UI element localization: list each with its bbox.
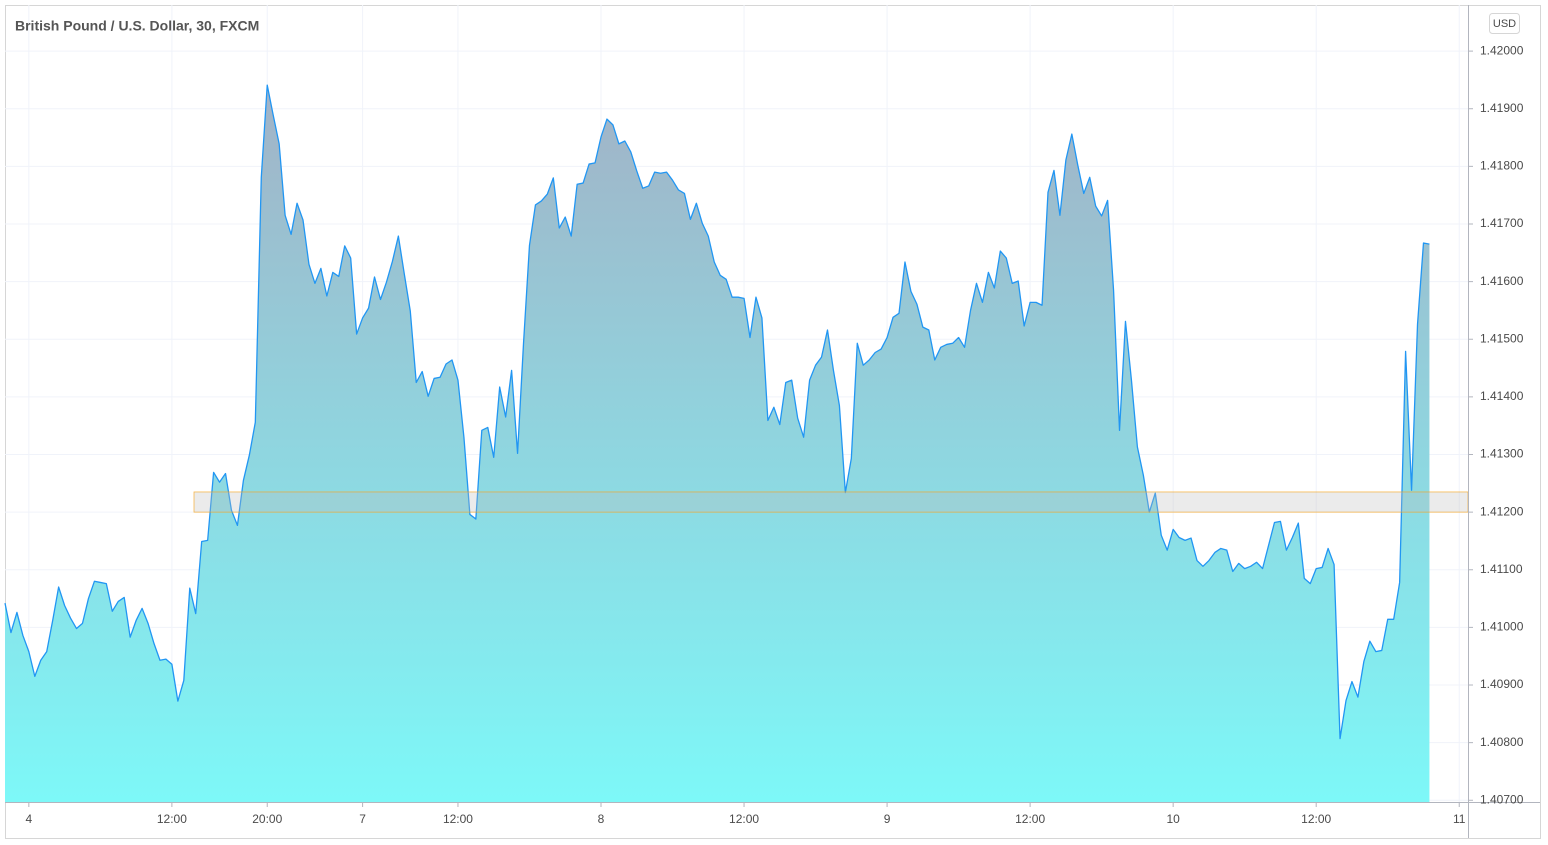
price-line bbox=[4, 84, 1430, 740]
x-tick-label: 11 bbox=[1453, 812, 1466, 826]
y-tick-label: 1.41500 bbox=[1480, 331, 1524, 345]
x-tick-label: 4 bbox=[25, 812, 32, 826]
x-tick-label: 7 bbox=[359, 812, 366, 826]
x-tick-label: 12:00 bbox=[729, 812, 759, 826]
y-tick-label: 1.41900 bbox=[1480, 101, 1524, 115]
y-tick-label: 1.41100 bbox=[1480, 562, 1523, 576]
x-tick-label: 20:00 bbox=[252, 812, 282, 826]
x-tick-label: 12:00 bbox=[1015, 812, 1045, 826]
y-tick-label: 1.40900 bbox=[1480, 677, 1524, 691]
x-tick-label: 12:00 bbox=[157, 812, 187, 826]
y-tick-label: 1.41600 bbox=[1480, 274, 1524, 288]
y-tick-label: 1.41300 bbox=[1480, 447, 1524, 461]
y-tick-label: 1.40800 bbox=[1480, 735, 1524, 749]
currency-box[interactable] bbox=[1489, 13, 1520, 34]
currency-label[interactable]: USD bbox=[1493, 18, 1516, 30]
y-tick-label: 1.42000 bbox=[1480, 43, 1524, 57]
y-tick-label: 1.41200 bbox=[1480, 504, 1524, 518]
y-tick-label: 1.41400 bbox=[1480, 389, 1524, 403]
x-tick-label: 12:00 bbox=[443, 812, 473, 826]
price-zone bbox=[193, 491, 1469, 513]
y-tick-label: 1.41000 bbox=[1480, 620, 1524, 634]
y-tick-label: 1.40700 bbox=[1480, 792, 1524, 806]
x-tick-label: 9 bbox=[884, 812, 891, 826]
x-tick-label: 8 bbox=[598, 812, 605, 826]
chart-title: British Pound / U.S. Dollar, 30, FXCM bbox=[15, 18, 259, 34]
y-tick-label: 1.41700 bbox=[1480, 216, 1524, 230]
axes: 1.42000 1.41900 1.41800 1.41700 1.41600 1.415… bbox=[25, 43, 1523, 826]
y-tick-label: 1.41800 bbox=[1480, 159, 1524, 173]
x-tick-label: 12:00 bbox=[1301, 812, 1331, 826]
price-area bbox=[5, 85, 1430, 803]
x-tick-label: 10 bbox=[1166, 812, 1180, 826]
marks bbox=[4, 84, 1469, 803]
